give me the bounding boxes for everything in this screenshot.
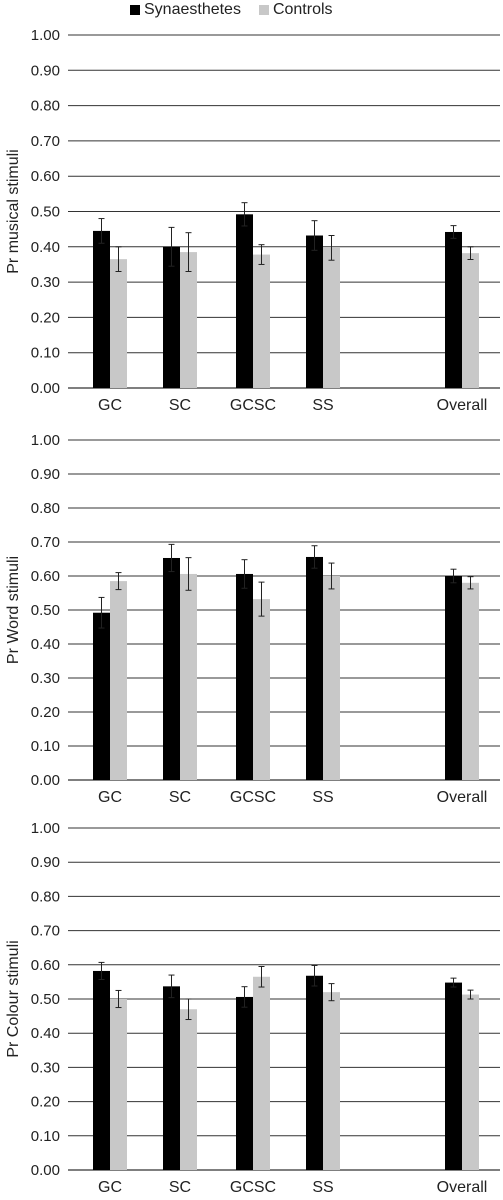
y-tick-label: 0.00 (31, 1162, 60, 1179)
y-tick-label: 0.30 (31, 1059, 60, 1076)
bar-synaesthetes (306, 975, 323, 1170)
bar-synaesthetes (93, 230, 110, 388)
y-tick-label: 0.70 (31, 133, 60, 150)
y-tick-label: 0.50 (31, 204, 60, 221)
bar-synaesthetes (306, 235, 323, 388)
x-category-label: SC (169, 1179, 191, 1196)
y-tick-label: 0.40 (31, 636, 60, 653)
bar-controls (110, 581, 127, 780)
y-tick-label: 0.00 (31, 380, 60, 397)
bar-controls (323, 576, 340, 780)
y-tick-label: 0.20 (31, 704, 60, 721)
bar-synaesthetes (236, 214, 253, 388)
y-tick-label: 0.60 (31, 957, 60, 974)
x-category-label: GC (98, 397, 122, 414)
bar-controls (462, 994, 479, 1170)
bar-synaesthetes (236, 573, 253, 780)
bar-synaesthetes (445, 982, 462, 1170)
bar-controls (253, 254, 270, 388)
y-tick-label: 0.90 (31, 854, 60, 871)
y-tick-label: 0.20 (31, 309, 60, 326)
bar-synaesthetes (93, 970, 110, 1170)
legend-label-synaesthetes: Synaesthetes (144, 1, 241, 18)
y-tick-label: 0.80 (31, 888, 60, 905)
y-tick-label: 0.80 (31, 98, 60, 115)
y-tick-label: 0.70 (31, 923, 60, 940)
bar-controls (323, 992, 340, 1170)
x-category-label: SC (169, 789, 191, 806)
x-category-label: Overall (437, 789, 488, 806)
y-tick-label: 0.30 (31, 670, 60, 687)
legend-item-synaesthetes: Synaesthetes (130, 1, 241, 19)
chart-legend: Synaesthetes Controls (130, 0, 351, 20)
x-category-label: Overall (437, 1179, 488, 1196)
y-axis-label: Pr Colour stimuli (5, 940, 22, 1057)
bar-synaesthetes (93, 612, 110, 780)
bar-controls (253, 599, 270, 780)
x-category-label: SC (169, 397, 191, 414)
x-category-label: GC (98, 1179, 122, 1196)
bar-controls (462, 582, 479, 780)
y-tick-label: 0.60 (31, 168, 60, 185)
bar-controls (110, 999, 127, 1170)
bar-controls (110, 259, 127, 388)
y-tick-label: 1.00 (31, 27, 60, 44)
y-tick-label: 0.50 (31, 991, 60, 1008)
y-tick-label: 0.20 (31, 1094, 60, 1111)
bar-synaesthetes (236, 996, 253, 1170)
legend-item-controls: Controls (258, 1, 333, 19)
legend-swatch-controls (258, 5, 269, 15)
bar-controls (462, 253, 479, 388)
bar-controls (323, 247, 340, 388)
y-tick-label: 0.40 (31, 239, 60, 256)
y-tick-label: 0.10 (31, 738, 60, 755)
legend-swatch-synaesthetes (130, 5, 140, 15)
bar-synaesthetes (306, 556, 323, 780)
y-tick-label: 1.00 (31, 820, 60, 837)
y-tick-label: 0.10 (31, 1128, 60, 1145)
bar-synaesthetes (445, 576, 462, 780)
bar-controls (180, 573, 197, 780)
legend-label-controls: Controls (272, 1, 333, 18)
y-tick-label: 0.50 (31, 602, 60, 619)
y-tick-label: 0.00 (31, 772, 60, 789)
bar-controls (253, 976, 270, 1170)
y-tick-label: 0.70 (31, 534, 60, 551)
bar-controls (180, 252, 197, 388)
x-category-label: GCSC (230, 397, 276, 414)
y-axis-label: Pr musical stimuli (5, 149, 22, 273)
y-tick-label: 0.90 (31, 466, 60, 483)
y-tick-label: 0.80 (31, 500, 60, 517)
y-tick-label: 0.90 (31, 62, 60, 79)
y-tick-label: 0.30 (31, 274, 60, 291)
x-category-label: SS (312, 789, 333, 806)
bar-synaesthetes (163, 246, 180, 388)
y-axis-label: Pr Word stimuli (5, 556, 22, 664)
x-category-label: GCSC (230, 789, 276, 806)
x-category-label: GC (98, 789, 122, 806)
y-tick-label: 0.10 (31, 345, 60, 362)
x-category-label: SS (312, 1179, 333, 1196)
y-tick-label: 0.60 (31, 568, 60, 585)
x-category-label: GCSC (230, 1179, 276, 1196)
y-tick-label: 0.40 (31, 1025, 60, 1042)
bar-controls (180, 1009, 197, 1170)
bar-synaesthetes (163, 557, 180, 780)
x-category-label: Overall (437, 397, 488, 414)
x-category-label: SS (312, 397, 333, 414)
bar-synaesthetes (163, 986, 180, 1170)
y-tick-label: 1.00 (31, 432, 60, 449)
bar-synaesthetes (445, 231, 462, 388)
